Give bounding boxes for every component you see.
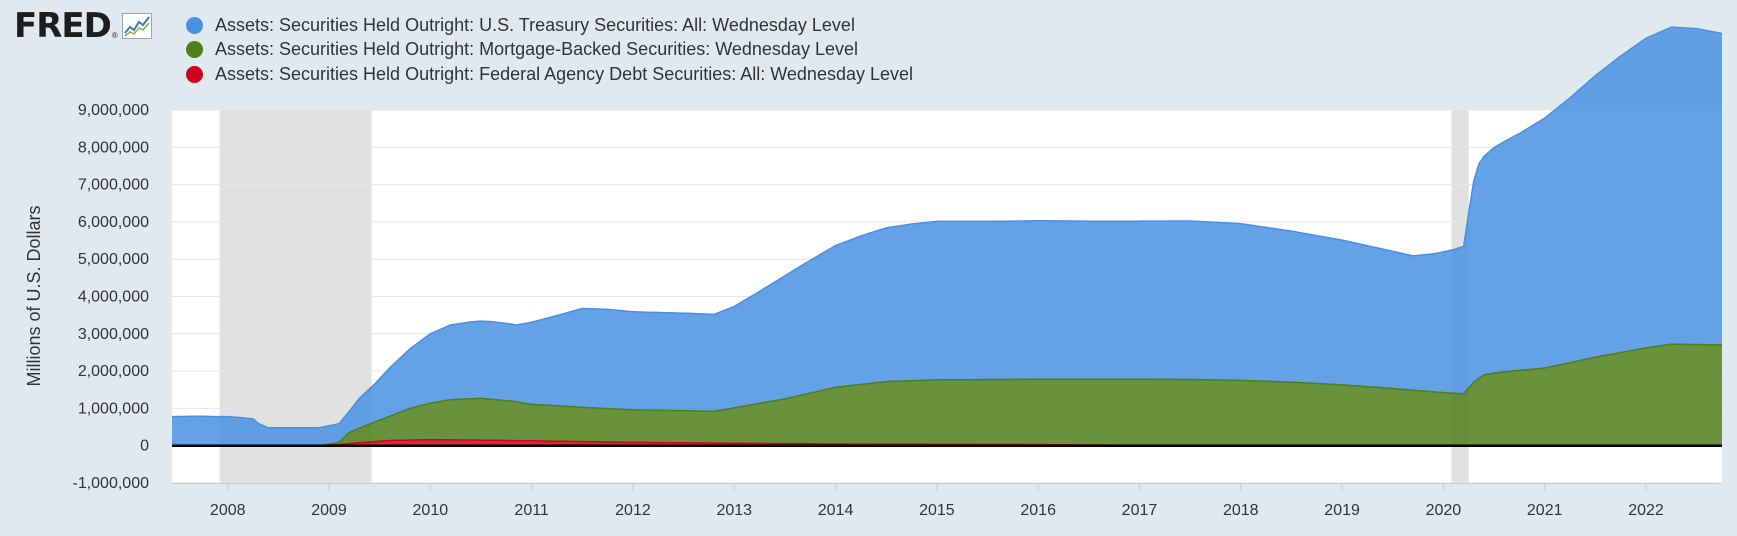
- y-tick-label: 2,000,000: [78, 363, 149, 380]
- logo-registered-mark: ®: [111, 31, 118, 40]
- y-tick-label: 1,000,000: [78, 400, 149, 417]
- y-tick-label: 6,000,000: [78, 214, 149, 231]
- y-tick-label: 0: [140, 438, 149, 455]
- fred-logo[interactable]: FRED ®: [14, 6, 152, 46]
- logo-text: FRED: [14, 6, 112, 46]
- legend-label: Assets: Securities Held Outright: Federa…: [215, 63, 914, 84]
- axes: -1,000,000 0 1,000,000 2,000,000 3,000,000 4,…: [72, 102, 1722, 519]
- x-tick-label: 2008: [210, 502, 246, 519]
- x-tick-label: 2018: [1223, 502, 1259, 519]
- x-tick-label: 2020: [1426, 502, 1462, 519]
- series-line-0: [172, 26, 1723, 429]
- x-tick-label: 2015: [919, 502, 955, 519]
- y-tick-label: 7,000,000: [78, 177, 149, 194]
- legend-marker: [186, 41, 203, 59]
- y-tick-label: 4,000,000: [78, 289, 149, 306]
- y-axis-title: Millions of U.S. Dollars: [24, 205, 44, 386]
- legend-item-mbs[interactable]: Assets: Securities Held Outright: Mortga…: [186, 38, 913, 63]
- series-line-1: [172, 343, 1722, 447]
- series-areas: [172, 26, 1723, 447]
- y-tick-label: -1,000,000: [72, 475, 149, 492]
- x-tick-label: 2016: [1020, 502, 1056, 519]
- legend-label: Assets: Securities Held Outright: U.S. T…: [215, 14, 855, 35]
- legend-label: Assets: Securities Held Outright: Mortga…: [215, 39, 858, 60]
- legend-marker: [186, 65, 203, 83]
- x-tick-label: 2011: [514, 502, 549, 519]
- x-tick-label: 2022: [1628, 502, 1664, 519]
- x-tick-label: 2014: [818, 502, 854, 519]
- legend-marker: [186, 16, 203, 34]
- x-tick-label: 2017: [1122, 502, 1158, 519]
- y-tick-label: 8,000,000: [78, 139, 149, 156]
- x-tick-label: 2013: [716, 502, 752, 519]
- x-tick-label: 2021: [1527, 502, 1563, 519]
- legend-item-agency[interactable]: Assets: Securities Held Outright: Federa…: [186, 62, 913, 87]
- legend-item-treasury[interactable]: Assets: Securities Held Outright: U.S. T…: [186, 13, 913, 38]
- x-tick-label: 2009: [311, 502, 347, 519]
- series-area-2: [172, 439, 1722, 446]
- x-tick-label: 2012: [615, 502, 651, 519]
- series-area-0: [172, 27, 1722, 446]
- line-graph-icon: [121, 13, 152, 39]
- chart-header: FRED ® Assets: Securities Held Outright:…: [0, 0, 1737, 100]
- x-tick-label: 2019: [1324, 502, 1360, 519]
- y-tick-label: 3,000,000: [78, 326, 149, 343]
- y-tick-label: 9,000,000: [78, 102, 149, 119]
- chart-legend: Assets: Securities Held Outright: U.S. T…: [186, 13, 913, 87]
- y-tick-label: 5,000,000: [78, 251, 149, 268]
- series-area-1: [172, 344, 1722, 446]
- x-tick-label: 2010: [413, 502, 449, 519]
